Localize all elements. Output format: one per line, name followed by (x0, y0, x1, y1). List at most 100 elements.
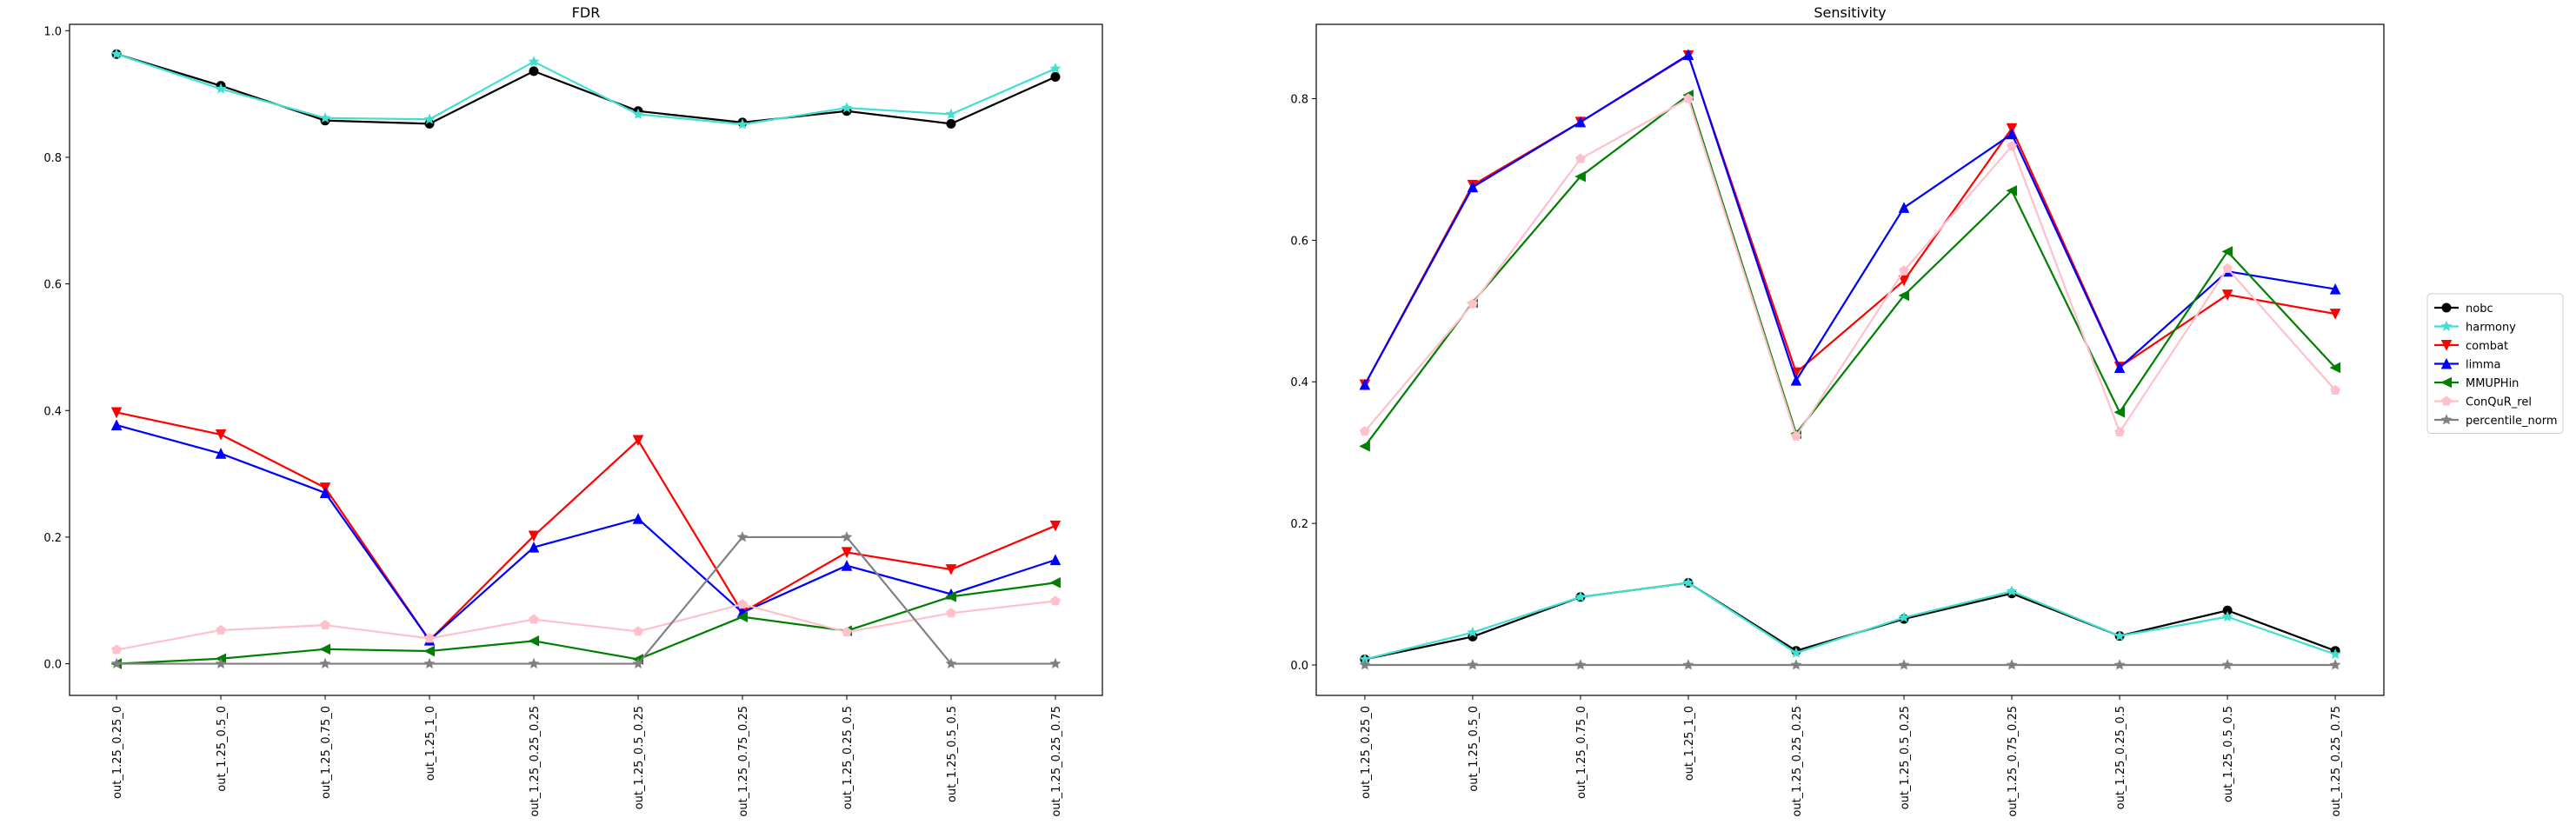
data-point-harmony (110, 48, 123, 59)
data-point-conqur-rel (1050, 595, 1061, 606)
data-point-conqur-rel (2007, 140, 2017, 151)
data-point-conqur-rel (842, 627, 852, 637)
data-point-combat (215, 429, 227, 441)
data-point-combat (632, 435, 644, 447)
data-point-conqur-rel (946, 608, 956, 618)
data-point-percentile-norm (945, 657, 957, 669)
data-point-harmony (2329, 648, 2341, 660)
x-tick-label: out_1.25_0.5_0.5 (946, 706, 959, 802)
x-tick-label: out_1.25_1_0 (424, 706, 437, 781)
data-point-harmony (215, 83, 227, 94)
x-tick-label: out_1.25_0.5_0 (216, 706, 229, 792)
series-percentile-norm (110, 531, 1062, 669)
data-point-percentile-norm (1682, 659, 1694, 670)
y-tick-label: 0.2 (43, 532, 62, 545)
series-line-limma (1363, 53, 2336, 386)
x-tick-label: out_1.25_0.5_0.25 (1899, 706, 1912, 809)
x-tick-label: out_1.25_1_0 (1683, 706, 1696, 781)
data-point-percentile-norm (110, 657, 123, 669)
data-point-combat (2221, 289, 2233, 301)
data-point-harmony (1898, 611, 1910, 622)
series-line-conqur-rel (1364, 96, 2336, 439)
series-conqur-rel (111, 595, 1061, 655)
legend-marker-percentile-norm (2440, 414, 2453, 425)
data-point-harmony (841, 102, 853, 113)
x-tick-label: out_1.25_0.75_0.25 (2007, 706, 2020, 817)
data-point-limma (841, 560, 853, 571)
series-line-combat (1363, 54, 2336, 386)
data-point-conqur-rel (424, 633, 435, 643)
data-point-nobc (1050, 71, 1061, 82)
data-point-harmony (1574, 591, 1587, 602)
legend-box (2426, 293, 2564, 434)
y-tick-label: 0.6 (43, 279, 62, 292)
data-point-harmony (2113, 629, 2126, 642)
series-line-harmony (1364, 582, 2336, 661)
chart-title: Sensitivity (1814, 4, 1886, 21)
y-tick-label: 1.0 (43, 25, 62, 38)
data-point-conqur-rel (2222, 263, 2233, 273)
series-line-conqur-rel (116, 600, 1056, 651)
y-tick-label: 0.2 (1290, 518, 1308, 531)
x-tick-label: out_1.25_0.75_0.25 (737, 706, 750, 817)
series-combat (110, 407, 1062, 647)
series-line-mmuphin (1363, 93, 2336, 448)
series-line-nobc (1364, 582, 2336, 661)
data-point-percentile-norm (319, 657, 331, 669)
data-point-percentile-norm (632, 657, 644, 669)
x-tick-label: out_1.25_0.25_0.75 (2330, 706, 2343, 817)
data-point-mmuphin (319, 643, 331, 655)
data-point-harmony (319, 111, 331, 123)
data-point-percentile-norm (2006, 659, 2018, 670)
data-point-limma (215, 448, 227, 459)
data-point-conqur-rel (737, 599, 748, 609)
data-point-harmony (2221, 610, 2233, 622)
data-point-mmuphin (2329, 362, 2341, 374)
series-percentile-norm (1359, 659, 2341, 670)
legend-marker-limma (2440, 357, 2453, 369)
data-point-harmony (2006, 585, 2018, 596)
data-point-combat (2329, 309, 2341, 320)
data-point-conqur-rel (1899, 265, 1909, 276)
data-point-harmony (423, 113, 436, 124)
data-point-harmony (1682, 576, 1694, 588)
series-line-harmony (116, 53, 1056, 126)
x-tick-label: out_1.25_0.25_0.75 (1050, 706, 1063, 817)
data-point-mmuphin (1049, 577, 1061, 588)
data-point-mmuphin (1898, 289, 1910, 302)
series-line-mmuphin (116, 582, 1056, 665)
data-point-limma (1898, 202, 1910, 213)
y-tick-label: 0.6 (1290, 235, 1308, 248)
data-point-limma (528, 541, 540, 553)
legend-entry-limma: limma (2434, 357, 2501, 372)
data-point-percentile-norm (1574, 659, 1587, 670)
data-point-nobc (946, 118, 956, 129)
x-tick-label: out_1.25_0.5_0 (1468, 706, 1481, 792)
data-point-combat (841, 547, 853, 559)
data-point-harmony (736, 118, 749, 130)
data-point-mmuphin (1574, 170, 1586, 183)
data-point-combat (945, 564, 957, 575)
data-point-percentile-norm (1467, 659, 1479, 670)
sensitivity-chart: Sensitivity 0.0 0.2 0.4 0.6 0.8 out_1.25_0.25_… (1290, 4, 2385, 817)
legend-label: ConQuR_rel (2466, 396, 2532, 409)
y-tick-label: 0.0 (1290, 660, 1308, 673)
series-limma (110, 419, 1062, 646)
legend-marker-nobc (2441, 302, 2452, 313)
data-point-conqur-rel (1360, 426, 1370, 436)
legend-marker-harmony (2440, 320, 2453, 332)
data-point-percentile-norm (1790, 659, 1802, 670)
data-point-percentile-norm (528, 657, 540, 669)
legend-label: percentile_norm (2466, 415, 2558, 428)
data-point-conqur-rel (633, 626, 643, 636)
x-tick-label: out_1.25_0.25_0.25 (1791, 706, 1804, 817)
x-tick-label: out_1.25_0.5_0.5 (2222, 706, 2235, 802)
data-point-conqur-rel (1683, 93, 1694, 103)
data-point-conqur-rel (1791, 430, 1801, 441)
data-point-limma (2006, 128, 2018, 140)
plot-frame (1315, 23, 2385, 696)
series-line-limma (116, 423, 1056, 642)
fdr-chart: FDR 0.0 0.2 0.4 0.6 0.8 1.0 out_1.25_0.25_0 out_… (43, 4, 1103, 817)
data-point-percentile-norm (1049, 657, 1062, 669)
